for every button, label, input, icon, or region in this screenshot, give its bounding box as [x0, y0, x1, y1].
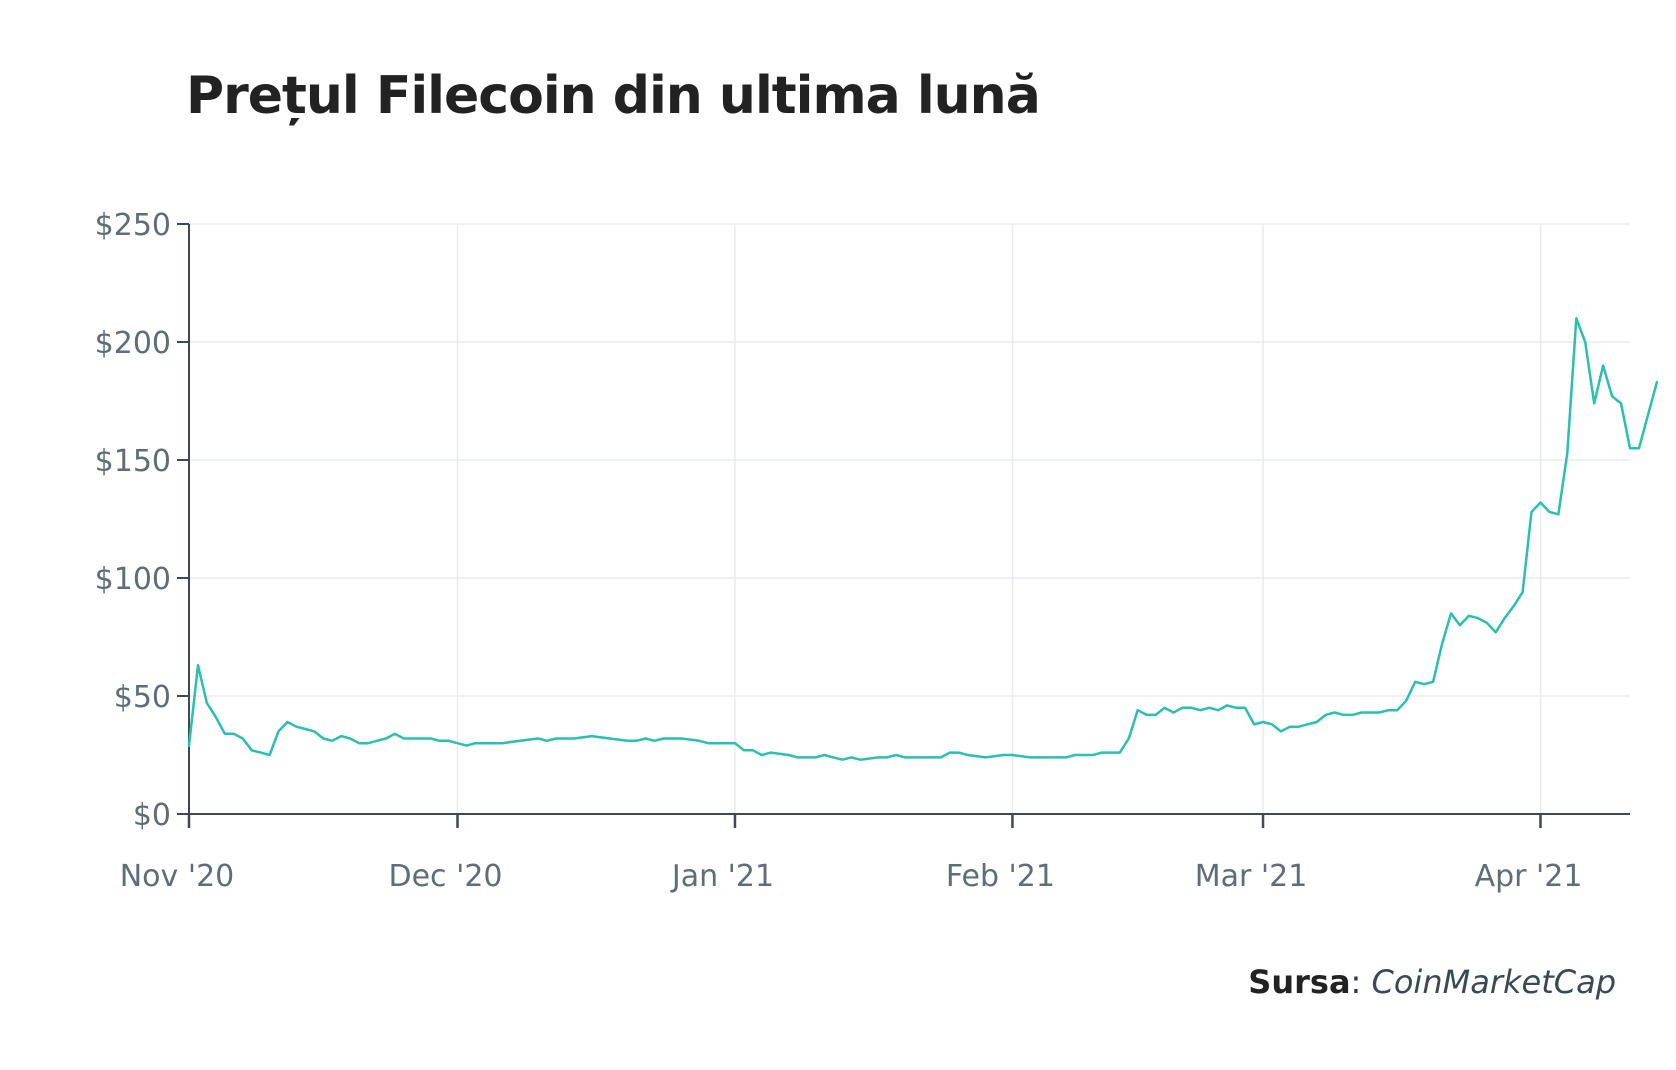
y-tick-label: $50: [114, 680, 171, 715]
y-tick-label: $150: [95, 444, 171, 479]
x-tick-label: Dec '20: [389, 859, 503, 894]
y-tick-label: $200: [95, 326, 171, 361]
y-tick-label: $250: [95, 208, 171, 243]
source-name: CoinMarketCap: [1371, 963, 1617, 1001]
x-tick-label: Nov '20: [120, 859, 235, 894]
x-tick-labels: Nov '20 Dec '20 Jan '21 Feb '21 Mar '21 Apr '…: [120, 859, 1583, 894]
x-tick-label: Feb '21: [946, 859, 1055, 894]
chart-title: Prețul Filecoin din ultima lună: [186, 66, 1041, 126]
series-layer: [187, 317, 1659, 761]
price-series-line: [187, 317, 1659, 761]
axis-layer: [177, 223, 1630, 828]
x-tick-label: Mar '21: [1195, 859, 1308, 894]
y-tick-label: $100: [95, 562, 171, 597]
source-credit: Sursa: CoinMarketCap: [1248, 963, 1616, 1001]
source-label: Sursa: [1248, 963, 1351, 1001]
source-separator: :: [1350, 963, 1372, 1001]
y-tick-labels: $0 $50 $100 $150 $200 $250: [95, 208, 171, 833]
x-tick-label: Jan '21: [670, 859, 774, 894]
grid-layer: [189, 223, 1630, 814]
x-tick-label: Apr '21: [1475, 859, 1583, 894]
y-tick-label: $0: [133, 798, 171, 833]
